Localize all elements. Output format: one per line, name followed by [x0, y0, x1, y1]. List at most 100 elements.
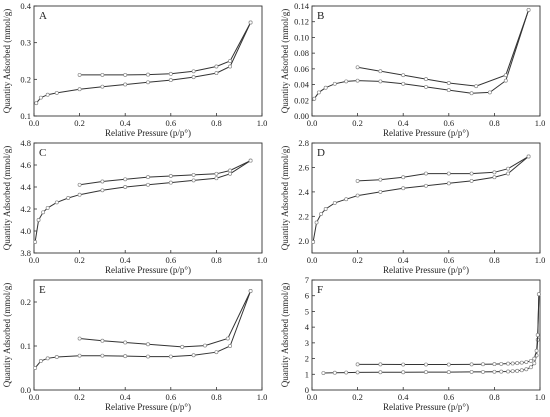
adsorption-point	[191, 75, 196, 80]
panel-f: 0.0 0.2 0.4 0.6 0.8 1.0 0 1 2 3 4 5 6 7 Relative Press…	[280, 275, 545, 412]
adsorption-point	[77, 87, 82, 92]
adsorption-point	[100, 188, 105, 193]
desorption-point	[378, 177, 383, 182]
desorption-point	[168, 71, 173, 76]
y-tick-label: 0.2	[20, 297, 31, 307]
adsorption-point	[332, 81, 337, 86]
x-axis-label: Relative Pressure (p/p°)	[105, 402, 191, 412]
desorption-point	[526, 154, 531, 159]
x-tick-label: 0.6	[165, 392, 176, 402]
adsorption-line	[34, 160, 251, 243]
adsorption-point	[314, 220, 319, 225]
plot-frame	[311, 5, 541, 117]
y-tick-label: 0.14	[294, 1, 310, 11]
desorption-point	[506, 361, 511, 366]
y-tick-label: 0	[305, 385, 309, 395]
adsorption-point	[168, 78, 173, 83]
desorption-point	[446, 81, 451, 85]
y-tick-label: 7	[305, 275, 309, 285]
y-tick-label: 0.08	[294, 48, 309, 58]
adsorption-point	[214, 71, 219, 76]
x-tick-label: 0.4	[120, 118, 131, 128]
desorption-point	[503, 73, 508, 78]
x-tick-label: 0.2	[352, 255, 363, 265]
adsorption-point	[191, 353, 196, 358]
adsorption-point	[332, 200, 337, 205]
y-tick-label: 4.0	[20, 226, 31, 236]
x-tick-label: 0.6	[165, 255, 176, 265]
desorption-point	[214, 171, 219, 176]
adsorption-point	[355, 78, 360, 83]
plot-frame	[311, 279, 541, 391]
adsorption-point	[424, 84, 428, 89]
adsorption-point	[499, 369, 504, 374]
desorption-point	[510, 361, 515, 366]
desorption-point	[532, 356, 537, 361]
x-tick-label: 0.6	[443, 392, 454, 402]
adsorption-point	[45, 92, 50, 97]
desorption-point	[228, 168, 233, 173]
adsorption-point	[191, 178, 196, 183]
desorption-point	[506, 166, 511, 171]
adsorption-point	[401, 186, 406, 191]
adsorption-point	[36, 218, 41, 222]
adsorption-point	[506, 369, 511, 374]
adsorption-point	[41, 210, 46, 215]
x-tick-label: 0.0	[29, 118, 40, 128]
desorption-point	[248, 20, 253, 25]
desorption-point	[355, 362, 360, 367]
desorption-line	[357, 155, 529, 182]
desorption-point	[492, 170, 497, 175]
y-tick-label: 5	[305, 306, 309, 316]
adsorption-point	[469, 369, 474, 374]
desorption-point	[191, 69, 196, 74]
x-tick-label: 1.0	[535, 118, 546, 128]
x-tick-label: 0.8	[489, 255, 500, 265]
x-tick-label: 0.8	[211, 255, 222, 265]
desorption-point	[355, 178, 360, 183]
y-tick-label: 1	[305, 369, 309, 379]
y-tick-label: 2.8	[298, 138, 309, 148]
adsorption-point	[321, 371, 326, 375]
desorption-point	[401, 362, 406, 367]
desorption-line	[79, 160, 251, 186]
x-tick-label: 0.2	[352, 392, 363, 402]
desorption-point	[203, 343, 207, 348]
desorption-point	[401, 175, 406, 180]
adsorption-line	[35, 22, 252, 104]
desorption-point	[492, 362, 497, 367]
plot-frame	[311, 142, 541, 254]
x-tick-label: 0.8	[489, 118, 500, 128]
panel-b: 0.0 0.2 0.4 0.6 0.8 1.0 0.00 0.02 0.04 0.06 0.08 0.…	[280, 1, 545, 138]
desorption-line	[79, 290, 252, 348]
adsorption-point	[45, 356, 50, 361]
y-tick-label: 0.1	[20, 111, 31, 121]
y-tick-label: 0.1	[20, 341, 31, 351]
x-tick-label: 0.4	[120, 392, 131, 402]
y-tick-label: 0.00	[294, 111, 309, 121]
adsorption-point	[532, 361, 537, 366]
desorption-point	[446, 362, 451, 367]
adsorption-point	[487, 90, 492, 95]
x-tick-label: 0.2	[352, 118, 363, 128]
y-tick-label: 0.06	[294, 64, 309, 74]
y-axis-label: Quantity Adsorbed (mmol/g)	[280, 146, 290, 251]
adsorption-point	[77, 192, 82, 197]
x-tick-label: 0.4	[398, 118, 409, 128]
adsorption-point	[66, 196, 71, 200]
plot-frame	[33, 5, 263, 117]
adsorption-point	[355, 193, 360, 198]
desorption-point	[168, 174, 173, 178]
x-axis-label: Relative Pressure (p/p°)	[383, 265, 469, 275]
x-tick-label: 1.0	[257, 118, 268, 128]
adsorption-point	[100, 353, 105, 358]
adsorption-point	[519, 368, 524, 373]
panel-letter: F	[317, 284, 323, 296]
adsorption-point	[524, 367, 529, 372]
y-tick-label: 0.02	[294, 95, 309, 105]
x-tick-label: 0.0	[307, 392, 318, 402]
desorption-point	[535, 333, 540, 337]
adsorption-point	[378, 79, 383, 84]
adsorption-point	[38, 95, 43, 100]
